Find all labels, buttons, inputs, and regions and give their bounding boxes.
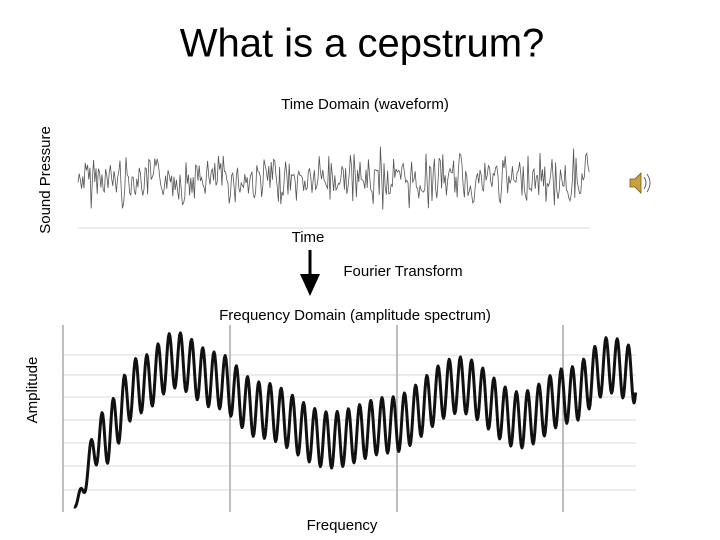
y-axis-label: Amplitude [24, 357, 41, 424]
waveform [77, 146, 590, 210]
x-axis-label: Frequency [307, 517, 378, 534]
slide-title: What is a cepstrum? [180, 22, 545, 66]
spectrum [73, 331, 638, 509]
x-axis-label: Time [292, 229, 325, 246]
panel-title: Time Domain (waveform) [281, 96, 449, 113]
transform-label: Fourier Transform [343, 263, 462, 280]
arrow-head [300, 274, 320, 296]
speaker-icon [629, 172, 651, 194]
panel-title: Frequency Domain (amplitude spectrum) [219, 307, 491, 324]
y-axis-label: Sound Pressure [37, 126, 54, 234]
